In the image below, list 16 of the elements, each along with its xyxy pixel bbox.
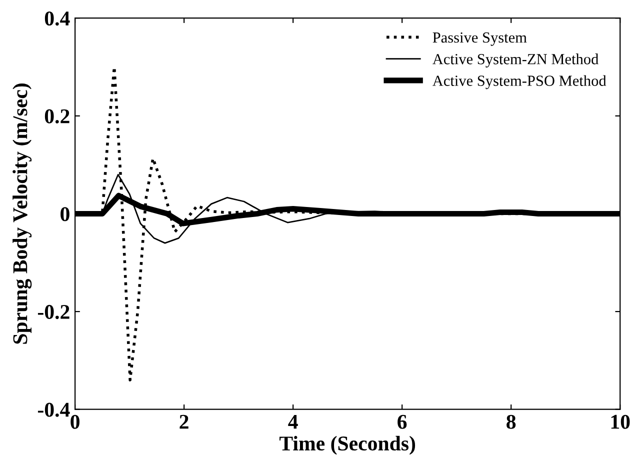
x-tick-label: 8 bbox=[506, 414, 516, 429]
legend-label: Passive System bbox=[432, 32, 527, 46]
y-tick-label: 0.4 bbox=[44, 11, 70, 26]
y-tick-label: 0 bbox=[60, 207, 70, 222]
x-tick-label: 0 bbox=[70, 414, 80, 429]
x-tick-label: 4 bbox=[288, 414, 298, 429]
y-tick-label: 0.2 bbox=[44, 109, 70, 124]
legend-label: Active System-ZN Method bbox=[432, 54, 598, 68]
y-tick-label: -0.4 bbox=[38, 402, 70, 417]
legend-label: Active System-PSO Method bbox=[432, 75, 606, 90]
y-axis-title: Sprung Body Velocity (m/sec) bbox=[12, 84, 32, 344]
x-tick-label: 6 bbox=[398, 414, 407, 429]
x-axis-title: Time (Seconds) bbox=[280, 436, 416, 455]
y-tick-label: -0.2 bbox=[38, 304, 70, 320]
x-tick-label: 10 bbox=[611, 414, 630, 429]
x-tick-label: 2 bbox=[180, 414, 188, 429]
